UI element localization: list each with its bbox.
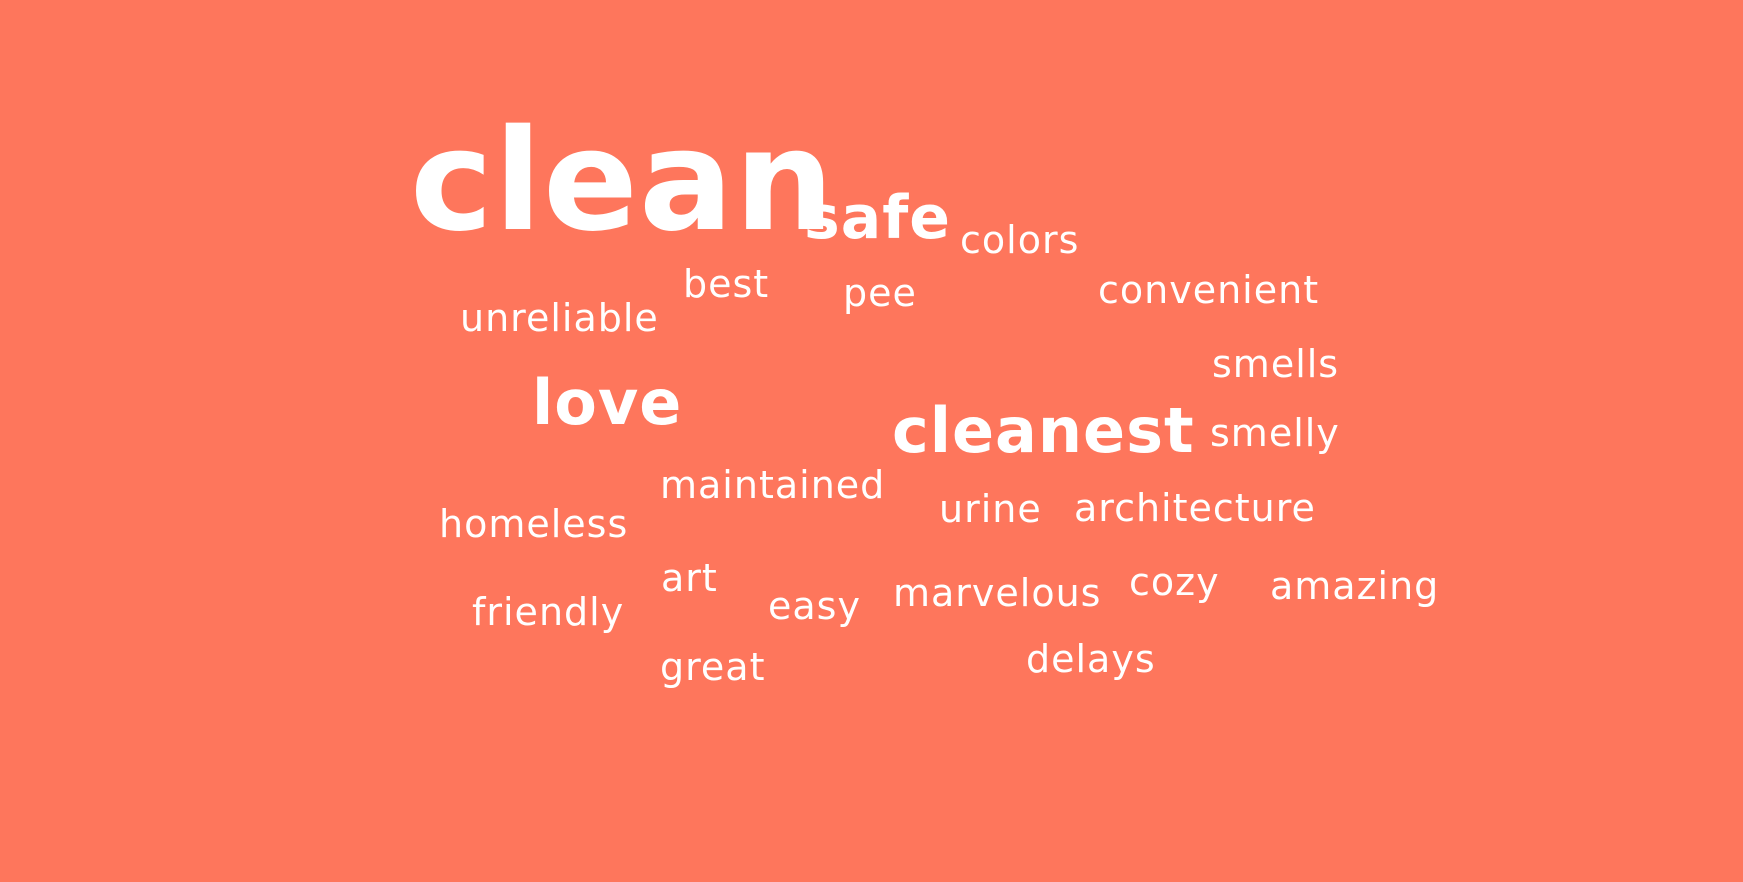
word-cozy: cozy [1129, 560, 1220, 604]
word-cleanest: cleanest [892, 394, 1195, 467]
word-urine: urine [939, 487, 1042, 531]
word-convenient: convenient [1098, 268, 1320, 312]
word-safe: safe [804, 183, 951, 253]
word-best: best [683, 262, 770, 306]
word-art: art [661, 556, 718, 600]
word-clean: clean [410, 100, 836, 263]
word-colors: colors [960, 218, 1080, 262]
word-smelly: smelly [1210, 411, 1340, 455]
word-love: love [532, 366, 683, 439]
word-amazing: amazing [1270, 564, 1440, 608]
word-architecture: architecture [1074, 486, 1316, 530]
word-pee: pee [843, 271, 917, 315]
word-unreliable: unreliable [460, 296, 659, 340]
word-friendly: friendly [472, 590, 625, 634]
word-marvelous: marvelous [893, 571, 1102, 615]
word-great: great [660, 645, 766, 689]
word-easy: easy [768, 584, 861, 628]
word-smells: smells [1212, 342, 1340, 386]
word-delays: delays [1026, 637, 1156, 681]
word-homeless: homeless [439, 502, 629, 546]
word-maintained: maintained [660, 463, 886, 507]
